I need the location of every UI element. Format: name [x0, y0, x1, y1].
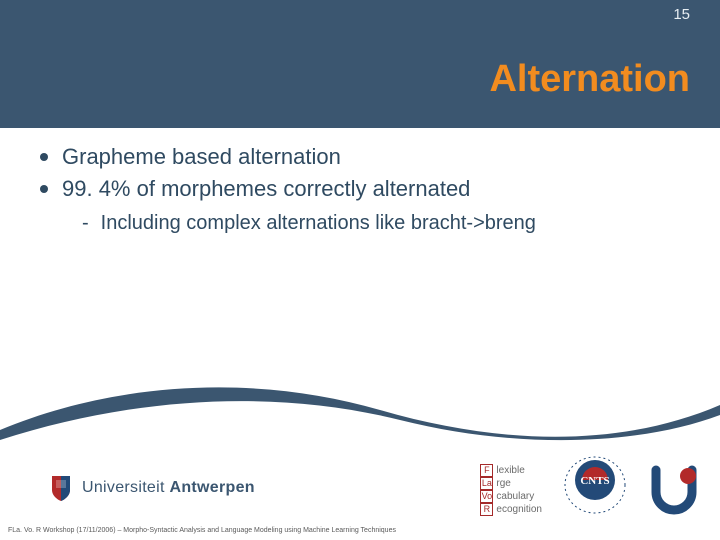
university-name-bold: Antwerpen [169, 479, 254, 496]
dash-icon: - [82, 209, 89, 237]
flavor-row: La rge [480, 477, 542, 490]
logos-right: F lexible La rge Vo cabulary R ecognitio… [480, 454, 700, 516]
flavor-letter: R [480, 503, 493, 516]
university-name-thin: Universiteit [82, 479, 169, 496]
sub-bullet-item: - Including complex alternations like br… [82, 209, 690, 237]
flavor-row: F lexible [480, 464, 542, 477]
cnts-label: CNTS [580, 475, 609, 487]
flavor-word: ecognition [496, 504, 542, 515]
bullet-text: 99. 4% of morphemes correctly alternated [62, 174, 470, 204]
content-area: Grapheme based alternation 99. 4% of mor… [40, 142, 690, 237]
cnts-logo: CNTS [560, 454, 630, 516]
university-logo: Universiteit Antwerpen [50, 474, 255, 502]
flavor-word: lexible [496, 465, 524, 476]
flavor-letter: La [480, 477, 493, 490]
shield-icon [50, 474, 72, 502]
bullet-dot-icon [40, 185, 48, 193]
flavor-letter: F [480, 464, 493, 477]
u-mark-logo [648, 464, 700, 516]
flavor-word: rge [496, 478, 510, 489]
footnote: FLa. Vo. R Workshop (17/11/2006) – Morph… [8, 527, 396, 534]
flavor-acronym: F lexible La rge Vo cabulary R ecognitio… [480, 464, 542, 516]
bullet-dot-icon [40, 153, 48, 161]
footer: Universiteit Antwerpen F lexible La rge … [0, 440, 720, 540]
wave-divider [0, 370, 720, 450]
bullet-item: Grapheme based alternation [40, 142, 690, 172]
bullet-text: Grapheme based alternation [62, 142, 341, 172]
flavor-word: cabulary [496, 491, 534, 502]
sub-bullet-text: Including complex alternations like brac… [101, 209, 536, 237]
university-name: Universiteit Antwerpen [82, 479, 255, 497]
slide-title: Alternation [489, 58, 690, 101]
flavor-row: R ecognition [480, 503, 542, 516]
bullet-item: 99. 4% of morphemes correctly alternated [40, 174, 690, 204]
page-number: 15 [673, 6, 690, 23]
flavor-letter: Vo [480, 490, 493, 503]
slide: 15 Alternation Grapheme based alternatio… [0, 0, 720, 540]
flavor-row: Vo cabulary [480, 490, 542, 503]
